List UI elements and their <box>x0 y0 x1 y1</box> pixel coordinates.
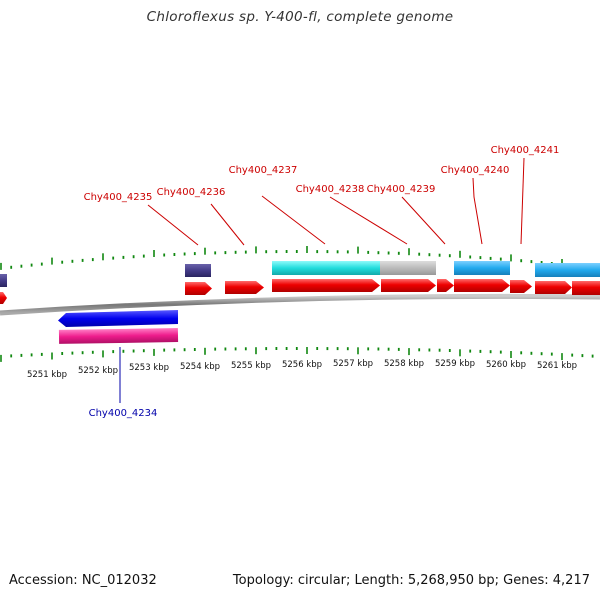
kbp-label: 5253 kbp <box>129 363 169 373</box>
kbp-label: 5256 kbp <box>282 360 322 370</box>
reverse-gene-track <box>58 310 179 344</box>
kbp-label: 5258 kbp <box>384 359 424 369</box>
gene-label[interactable]: Chy400_4241 <box>491 145 560 156</box>
gene-label[interactable]: Chy400_4235 <box>84 192 153 203</box>
genome-backbone <box>0 293 600 316</box>
gene-arrow[interactable] <box>572 281 600 295</box>
cds-feature[interactable] <box>454 261 510 275</box>
cds-feature[interactable] <box>272 261 380 275</box>
gene-label[interactable]: Chy400_4239 <box>367 184 436 195</box>
leader-line <box>520 157 525 245</box>
genome-title: Chloroflexus sp. Y-400-fl, complete geno… <box>146 9 454 25</box>
leader-line <box>210 203 245 246</box>
cds-feature-reverse[interactable] <box>58 328 179 344</box>
gene-arrow[interactable] <box>272 279 380 292</box>
gene-arrow[interactable] <box>437 279 454 292</box>
gene-label[interactable]: Chy400_4240 <box>441 165 510 176</box>
genome-summary-text: Topology: circular; Length: 5,268,950 bp… <box>232 573 590 588</box>
cds-feature[interactable] <box>0 274 7 287</box>
leader-line <box>472 177 483 245</box>
kbp-label: 5251 kbp <box>27 370 67 380</box>
gene-arrow[interactable] <box>535 281 572 294</box>
gene-label[interactable]: Chy400_4237 <box>229 165 298 176</box>
gene-labels: Chy400_4234 Chy400_4235 Chy400_4236 Chy4… <box>84 145 560 419</box>
gene-arrow[interactable] <box>0 292 7 304</box>
gene-label[interactable]: Chy400_4234 <box>89 408 158 419</box>
gene-arrow[interactable] <box>510 280 532 293</box>
gene-label[interactable]: Chy400_4238 <box>296 184 365 195</box>
kbp-label: 5261 kbp <box>537 361 577 371</box>
gene-arrow-reverse[interactable] <box>58 310 178 327</box>
cds-feature[interactable] <box>572 263 600 277</box>
gene-label[interactable]: Chy400_4236 <box>157 187 226 198</box>
kbp-label: 5260 kbp <box>486 360 526 370</box>
kbp-label: 5254 kbp <box>180 362 220 372</box>
kbp-label: 5255 kbp <box>231 361 271 371</box>
leader-line <box>147 204 199 246</box>
kbp-label: 5252 kbp <box>78 366 118 376</box>
gene-arrow[interactable] <box>381 279 436 292</box>
leader-line <box>401 196 446 245</box>
kbp-scale: 5251 kbp 5252 kbp 5253 kbp 5254 kbp 5255… <box>27 359 577 380</box>
kbp-label: 5259 kbp <box>435 359 475 369</box>
leader-line <box>329 196 408 245</box>
gene-arrow[interactable] <box>454 279 510 292</box>
leader-line <box>261 195 326 245</box>
cds-feature[interactable] <box>380 261 436 275</box>
forward-cds-track <box>0 261 600 287</box>
inner-tick-ring <box>0 347 594 362</box>
cds-feature[interactable] <box>185 264 211 277</box>
gene-arrow[interactable] <box>225 281 264 294</box>
kbp-label: 5257 kbp <box>333 359 373 369</box>
cds-feature[interactable] <box>535 263 572 277</box>
accession-text: Accession: NC_012032 <box>9 573 157 588</box>
forward-gene-track <box>0 279 600 304</box>
gene-arrow[interactable] <box>185 282 212 295</box>
